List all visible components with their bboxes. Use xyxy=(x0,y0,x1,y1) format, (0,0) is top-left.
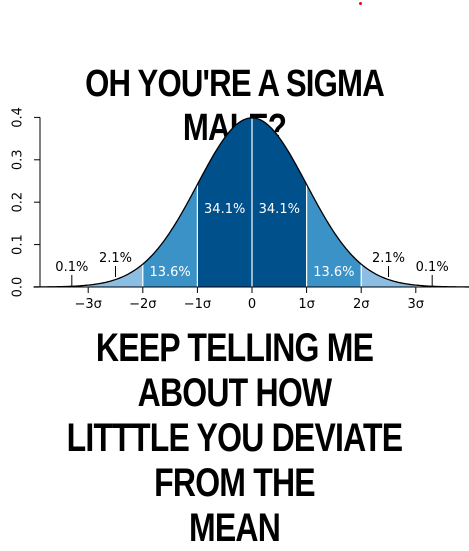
y-tick-label: 0.2 xyxy=(11,192,26,213)
red-dot xyxy=(359,2,362,5)
x-tick-label: −2σ xyxy=(129,297,156,310)
band-area-4 xyxy=(88,264,143,287)
normal-distribution-chart: 0.00.10.20.30.4 −3σ −2σ −1σ 0 1σ 2σ 3σ 34.1% 34… xyxy=(11,107,469,310)
bottom-caption-line-3: MEAN xyxy=(188,506,281,550)
y-tick-label: 0.3 xyxy=(11,149,26,170)
y-tick-label: 0.1 xyxy=(11,234,26,255)
x-tick-label: 3σ xyxy=(408,297,425,310)
x-ticks: −3σ −2σ −1σ 0 1σ 2σ 3σ xyxy=(74,287,424,310)
y-tick-label: 0.4 xyxy=(11,107,26,128)
x-tick-label: 2σ xyxy=(353,297,370,310)
band-area-5 xyxy=(361,264,416,287)
bottom-caption-line-2: LITTTLE YOU DEVIATE FROM THE xyxy=(66,416,403,505)
bottom-caption-line-1: KEEP TELLING ME ABOUT HOW xyxy=(95,326,374,415)
x-tick-label: 1σ xyxy=(298,297,315,310)
percent-label: 13.6% xyxy=(313,265,354,280)
x-tick-label: −3σ xyxy=(74,297,101,310)
percent-label: 0.1% xyxy=(416,260,449,275)
percent-label: 34.1% xyxy=(204,202,245,217)
percent-label: 34.1% xyxy=(259,202,300,217)
percent-labels: 34.1% 34.1% 13.6% 13.6% 2.1% 2.1% 0.1% 0.1% xyxy=(55,202,449,286)
percent-label: 13.6% xyxy=(149,265,190,280)
percent-label: 2.1% xyxy=(99,251,132,266)
x-tick-label: −1σ xyxy=(184,297,211,310)
meme-bottom-caption: KEEP TELLING ME ABOUT HOW LITTTLE YOU DE… xyxy=(47,326,422,551)
y-ticks: 0.0 0.1 0.2 0.3 0.4 xyxy=(11,107,40,298)
y-tick-label: 0.0 xyxy=(11,277,26,298)
sigma-dividers xyxy=(87,117,417,287)
bell-curve xyxy=(33,117,469,288)
x-tick-label: 0 xyxy=(248,297,256,310)
percent-label: 0.1% xyxy=(55,260,88,275)
percent-label: 2.1% xyxy=(372,251,405,266)
